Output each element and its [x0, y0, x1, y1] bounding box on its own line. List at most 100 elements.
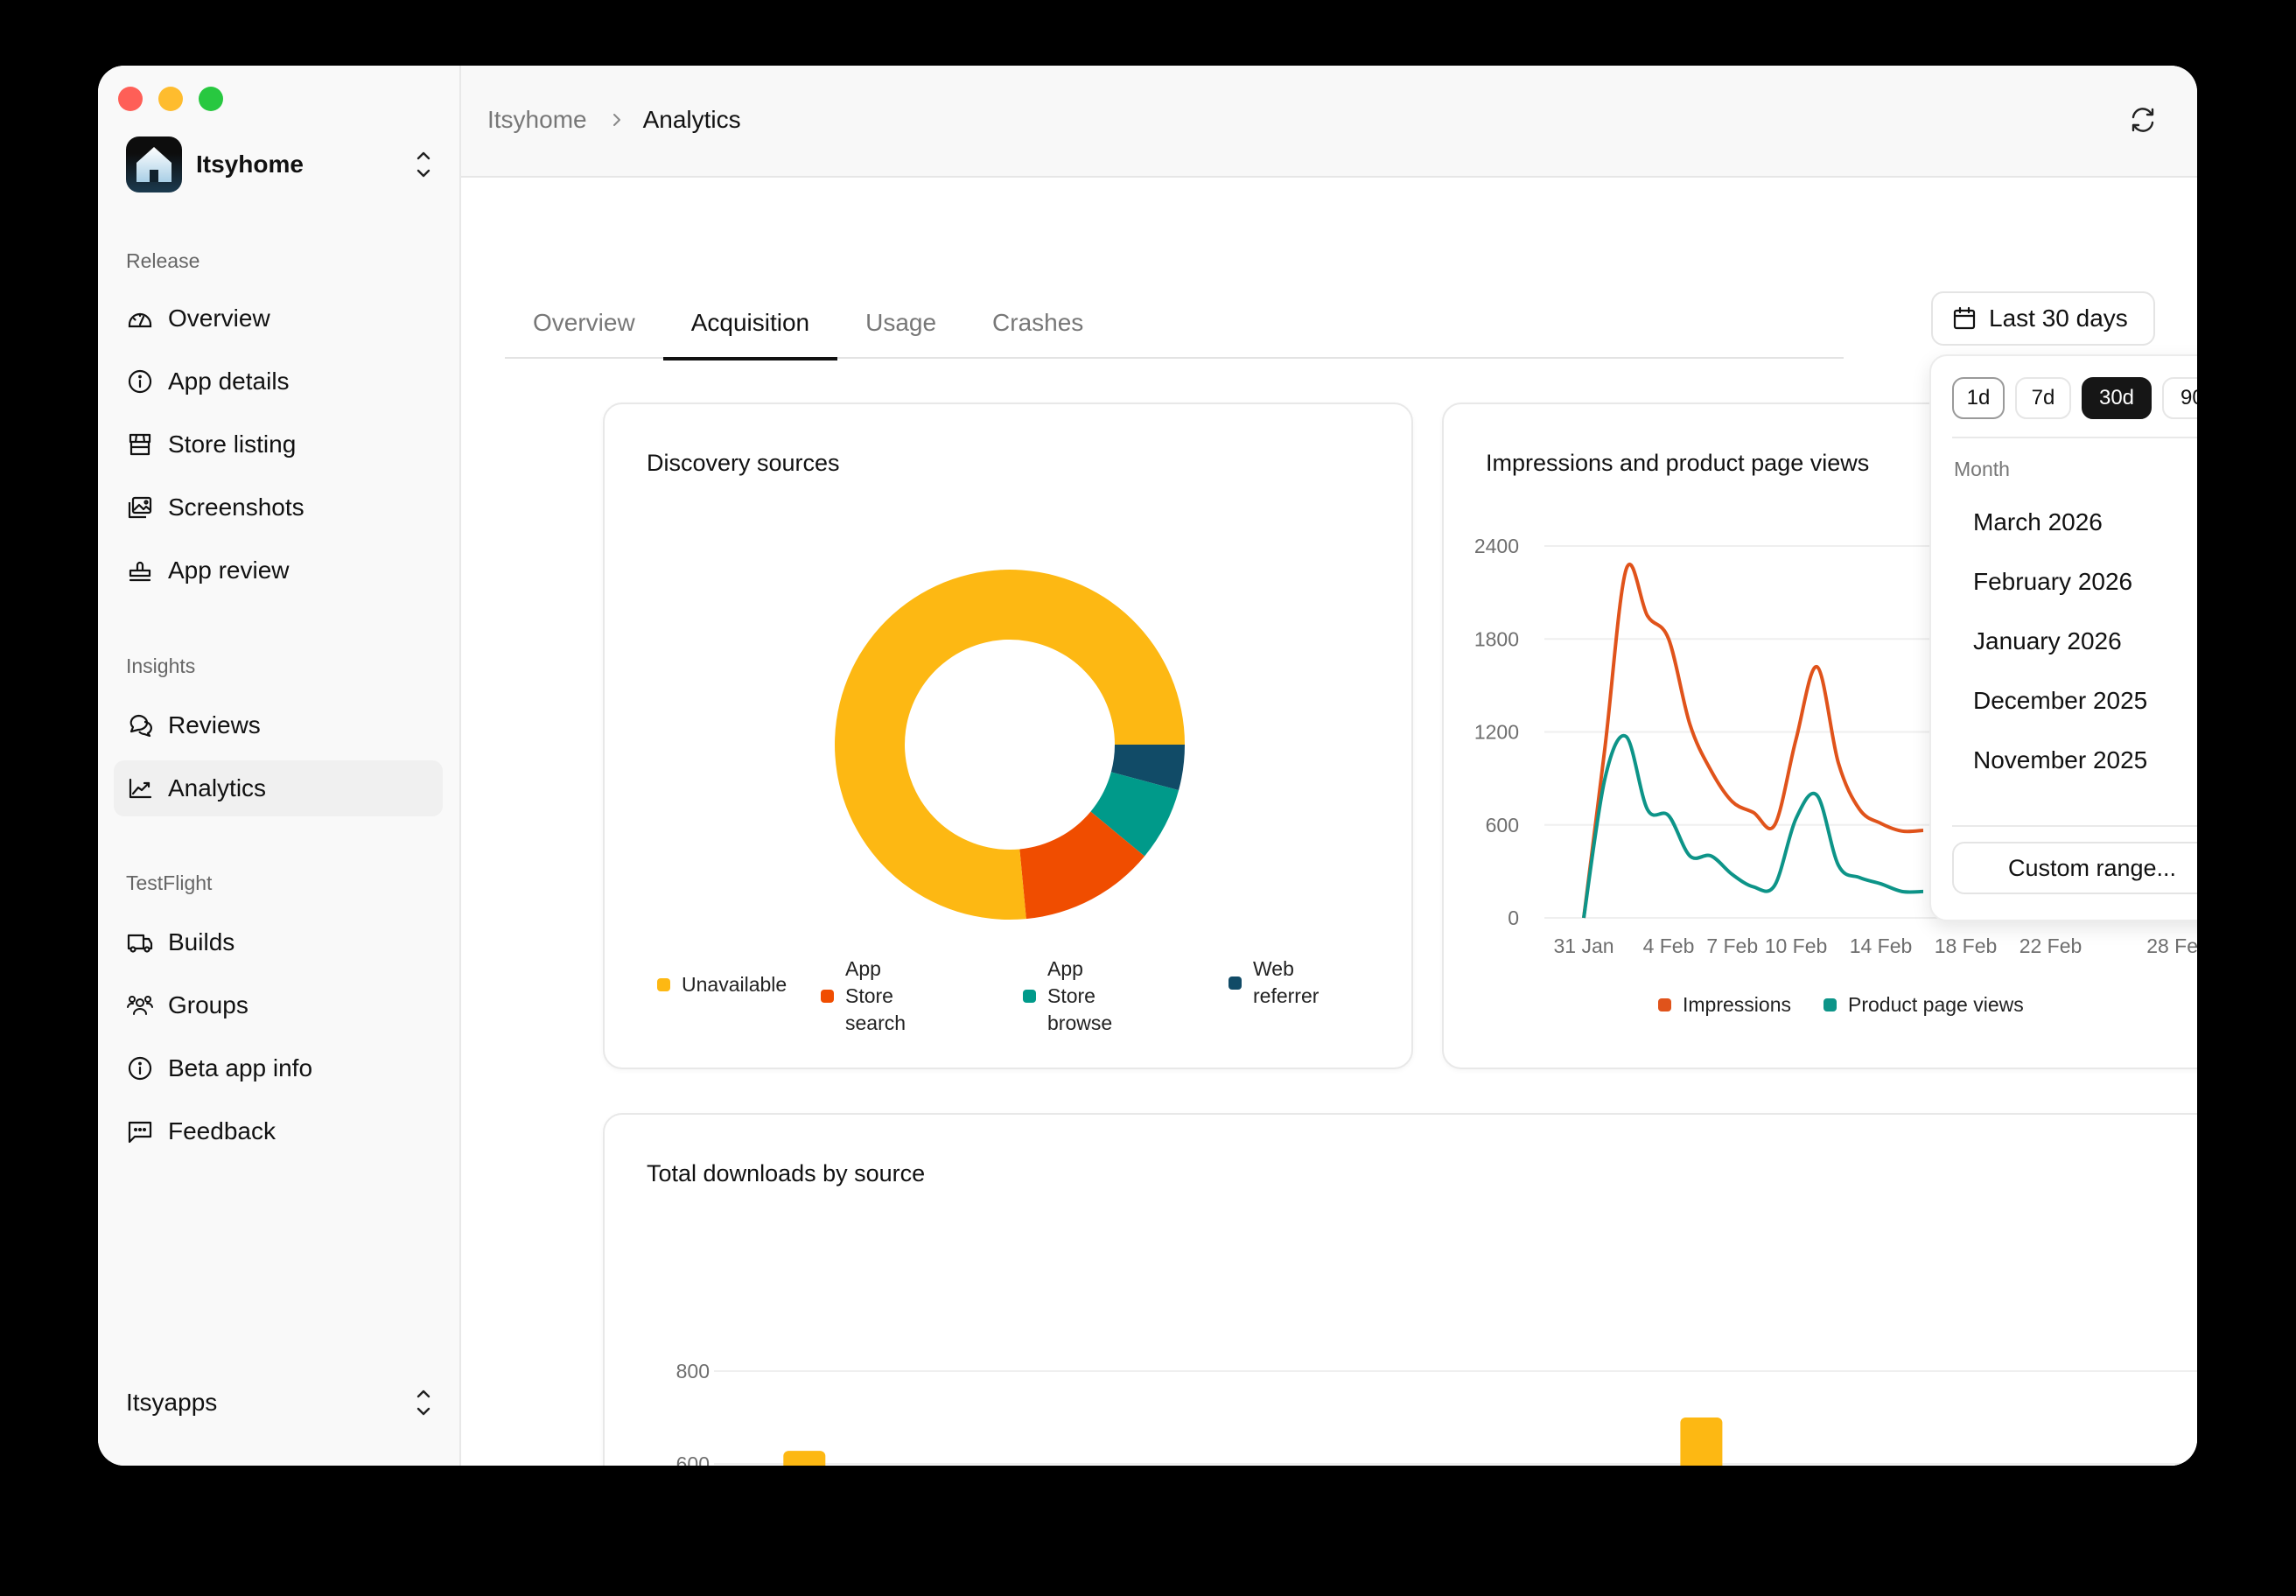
sidebar-item-label: Overview	[168, 304, 270, 332]
chevron-right-icon	[612, 114, 620, 126]
sidebar-item-builds[interactable]: Builds	[114, 914, 443, 970]
sidebar-item-app-details[interactable]: App details	[114, 354, 443, 410]
discovery-donut-chart	[834, 570, 1185, 920]
chevron-up-down-icon	[416, 1390, 430, 1416]
top-header: Itsyhome Analytics	[461, 66, 2197, 178]
section-label-insights: Insights	[126, 654, 196, 677]
sidebar-item-beta-app-info[interactable]: Beta app info	[114, 1040, 443, 1096]
preset-30d-button[interactable]: 30d	[2082, 377, 2152, 419]
truck-icon	[126, 928, 154, 956]
maximize-window-button[interactable]	[199, 87, 223, 111]
breadcrumb-current: Analytics	[642, 106, 741, 133]
bar[interactable]	[783, 1451, 826, 1466]
donut-slice[interactable]	[1090, 772, 1180, 857]
org-name: Itsyapps	[126, 1389, 218, 1416]
legend-swatch	[1658, 998, 1671, 1012]
preset-90d-button[interactable]: 90d	[2162, 377, 2197, 419]
date-range-label: Last 30 days	[1989, 304, 2128, 332]
legend-label: Product page views	[1848, 993, 2024, 1016]
card-title: Discovery sources	[647, 450, 840, 476]
sidebar-item-label: Store listing	[168, 430, 297, 458]
sidebar-item-groups[interactable]: Groups	[114, 977, 443, 1033]
sidebar-item-label: App review	[168, 556, 290, 584]
minimize-window-button[interactable]	[158, 87, 183, 111]
legend-item: Web referrer	[1228, 956, 1319, 1010]
line-series	[1582, 733, 1924, 919]
tab-usage[interactable]: Usage	[865, 308, 937, 336]
app-switcher[interactable]: Itsyhome	[126, 136, 432, 193]
house-app-icon	[126, 136, 182, 192]
preset-7d-button[interactable]: 7d	[2015, 377, 2071, 419]
legend-label: App Store browse	[1047, 957, 1113, 1034]
donut-slice[interactable]	[834, 570, 1185, 920]
legend-swatch	[1228, 976, 1242, 990]
app-window: Itsyhome Release Overview	[98, 66, 2197, 1466]
tab-overview[interactable]: Overview	[533, 308, 635, 336]
info-circle-icon	[126, 1054, 154, 1082]
svg-text:4 Feb: 4 Feb	[1643, 934, 1695, 957]
sidebar-item-overview[interactable]: Overview	[114, 290, 443, 346]
legend-item: Product page views	[1824, 991, 2024, 1018]
card-title: Total downloads by source	[647, 1160, 926, 1186]
legend-label: App Store search	[845, 957, 906, 1034]
preset-1d-button[interactable]: 1d	[1952, 377, 2005, 419]
breadcrumb-root-link[interactable]: Itsyhome	[487, 106, 587, 133]
chat-bubbles-icon	[126, 711, 154, 739]
stamp-icon	[126, 556, 154, 584]
legend-label: Impressions	[1683, 993, 1791, 1016]
sidebar-item-label: Screenshots	[168, 494, 304, 521]
sidebar-item-label: Reviews	[168, 711, 261, 738]
discovery-sources-card: Discovery sources Unavailable App Store se…	[603, 402, 1413, 1069]
month-option[interactable]: November 2025	[1973, 746, 2148, 774]
calendar-icon	[1953, 306, 1976, 330]
svg-text:1200: 1200	[1474, 721, 1519, 744]
legend-swatch	[821, 990, 834, 1003]
month-option[interactable]: January 2026	[1973, 627, 2122, 654]
legend-swatch	[1023, 990, 1036, 1003]
sidebar-item-screenshots[interactable]: Screenshots	[114, 480, 443, 536]
svg-text:7 Feb: 7 Feb	[1706, 934, 1758, 957]
month-option[interactable]: December 2025	[1973, 687, 2148, 714]
sidebar-item-app-review[interactable]: App review	[114, 542, 443, 598]
svg-text:1800: 1800	[1474, 627, 1519, 650]
sidebar-item-reviews[interactable]: Reviews	[114, 697, 443, 753]
breadcrumb: Itsyhome Analytics	[487, 106, 741, 134]
users-icon	[126, 991, 154, 1019]
images-icon	[126, 494, 154, 522]
month-option[interactable]: March 2026	[1973, 508, 2103, 536]
tab-acquisition[interactable]: Acquisition	[662, 291, 838, 360]
line-chart-icon	[126, 774, 154, 802]
bar[interactable]	[1680, 1418, 1723, 1466]
sidebar-item-label: Feedback	[168, 1117, 276, 1144]
donut-slice[interactable]	[1110, 745, 1185, 791]
sidebar-item-feedback[interactable]: Feedback	[114, 1103, 443, 1159]
svg-text:0: 0	[1508, 906, 1519, 929]
svg-text:800: 800	[676, 1360, 710, 1382]
sidebar-item-label: Analytics	[168, 774, 267, 802]
info-circle-icon	[126, 368, 154, 396]
custom-range-button[interactable]: Custom range...	[1952, 842, 2197, 894]
storefront-icon	[126, 430, 154, 458]
preset-buttons: 1d 7d 30d 90d	[1952, 377, 2197, 419]
sidebar-item-store-listing[interactable]: Store listing	[114, 416, 443, 472]
sidebar-item-analytics[interactable]: Analytics	[114, 760, 443, 816]
date-range-button[interactable]: Last 30 days	[1931, 291, 2155, 346]
sidebar: Itsyhome Release Overview	[98, 66, 461, 1466]
org-switcher[interactable]: Itsyapps	[126, 1378, 432, 1427]
sidebar-item-label: App details	[168, 368, 290, 395]
svg-text:28 Feb: 28 Feb	[2146, 934, 2197, 957]
window-controls	[118, 87, 223, 111]
sidebar-item-label: Builds	[168, 928, 235, 956]
close-window-button[interactable]	[118, 87, 143, 111]
svg-text:600: 600	[1486, 814, 1519, 836]
donut-slice[interactable]	[1019, 811, 1145, 920]
impressions-line-chart: 0 600 1200 1800 2400 31 Jan 4 Feb 7 Feb 10 Feb 14…	[1474, 535, 2197, 957]
tab-crashes[interactable]: Crashes	[992, 308, 1084, 336]
svg-text:2400: 2400	[1474, 535, 1519, 557]
legend-item: Impressions	[1658, 991, 1791, 1018]
month-option[interactable]: February 2026	[1973, 568, 2133, 595]
downloads-bar-chart: 200400600800	[676, 1360, 2197, 1466]
gauge-icon	[126, 304, 154, 332]
refresh-icon[interactable]	[2127, 104, 2159, 136]
analytics-tabs: Overview Acquisition Usage Crashes	[505, 291, 1844, 360]
